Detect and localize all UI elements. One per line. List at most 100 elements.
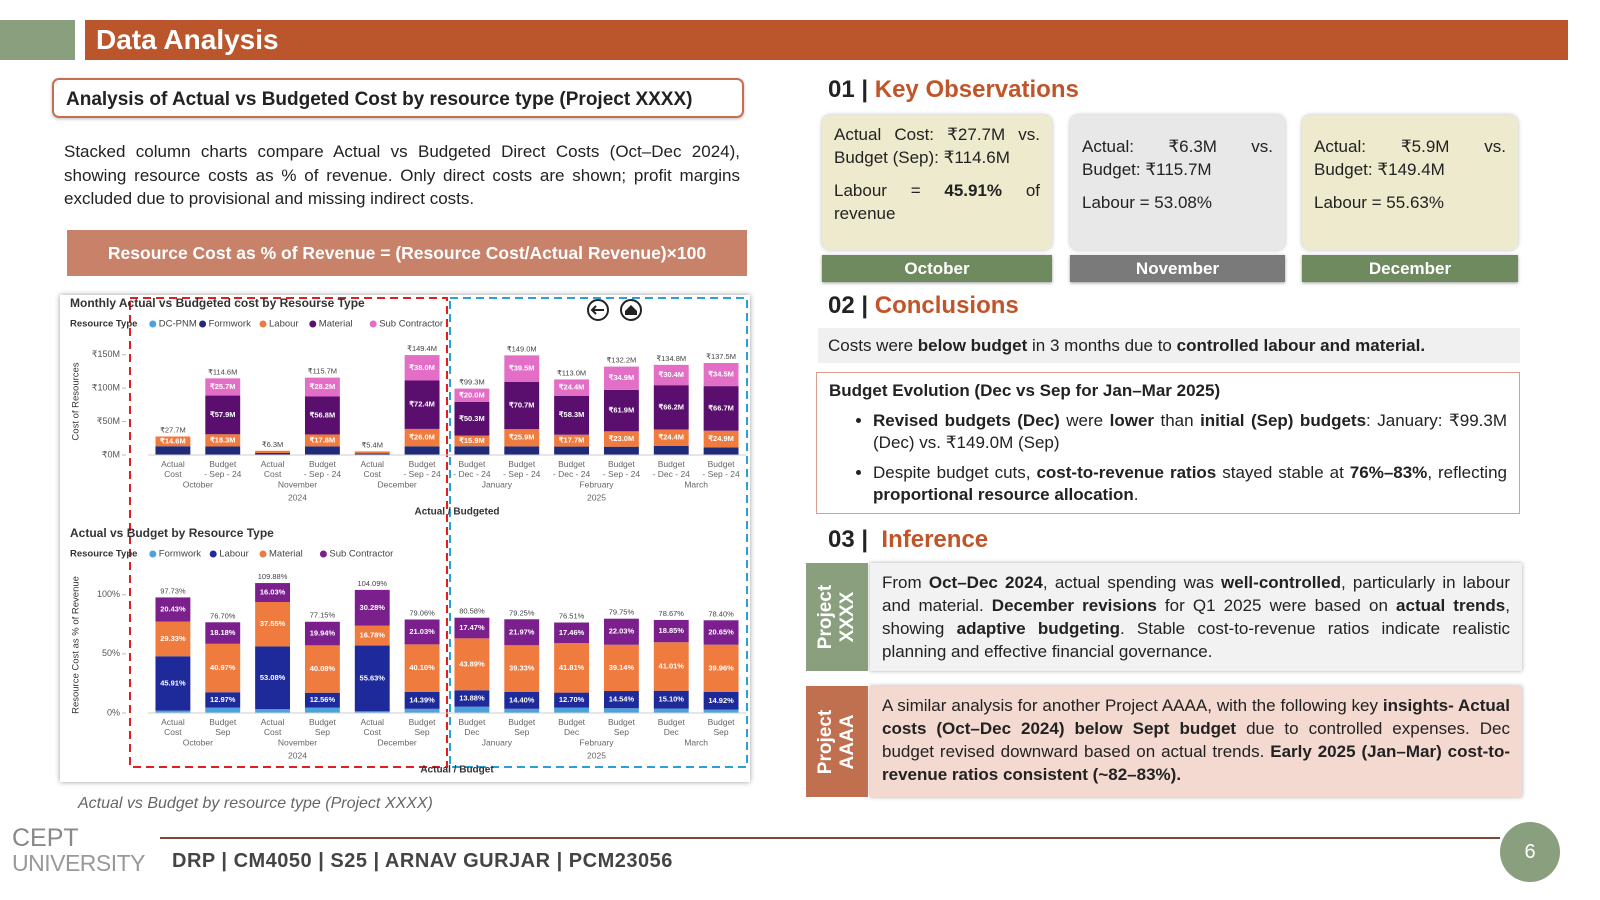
legend-swatch: [259, 320, 267, 328]
text-run: Actual Cost: ₹27.7M vs. Budget (Sep): ₹1…: [834, 125, 1040, 167]
bar-segment: [653, 445, 689, 455]
bar-segment: [205, 378, 241, 396]
data-label: ₹50.3M: [459, 414, 485, 423]
month-label: November: [278, 737, 317, 747]
data-label: ₹30.4M: [658, 370, 684, 379]
total-label: ₹113.0M: [557, 368, 586, 377]
month-label: October: [183, 479, 213, 489]
bar-segment: [255, 583, 291, 603]
bar-segment: [554, 379, 590, 396]
total-label: ₹115.7M: [308, 367, 337, 376]
paragraph: Labour = 53.08%: [1082, 191, 1273, 214]
bar-segment: [255, 450, 291, 453]
text-run: 76%–83%: [1349, 463, 1428, 482]
section-title: Inference: [881, 526, 989, 553]
bar-segment: [454, 388, 490, 402]
legend-label: Material: [319, 319, 353, 330]
text-run: Labour = 55.63%: [1314, 193, 1444, 212]
month-label: December: [378, 737, 417, 747]
back-icon[interactable]: [587, 299, 609, 321]
text-run: From: [882, 573, 929, 592]
section-number: 03 |: [828, 526, 869, 553]
total-label: 79.75%: [609, 608, 635, 617]
data-label: ₹20.0M: [459, 390, 485, 399]
legend-swatch: [149, 320, 157, 328]
text-run: 45.91%: [944, 181, 1003, 200]
x-tick-label: Actual Cost: [360, 459, 384, 479]
data-label: 14.92%: [708, 696, 734, 705]
bar-segment: [155, 436, 191, 447]
inference-text: A similar analysis for another Project A…: [870, 686, 1522, 797]
bar-segment: [205, 622, 241, 644]
month-label: December: [1302, 255, 1518, 282]
paragraph: Actual Cost: ₹27.7M vs. Budget (Sep): ₹1…: [834, 123, 1040, 169]
bar-segment: [454, 638, 490, 691]
data-label: 41.81%: [559, 663, 585, 672]
formula: Resource Cost as % of Revenue = (Resourc…: [67, 230, 747, 276]
bar-segment: [603, 389, 639, 432]
total-label: ₹6.3M: [262, 440, 283, 449]
text-run: . Stable cost-to-revenue ratios indicate…: [882, 619, 1510, 661]
bar-segment: [653, 619, 689, 643]
header-accent: [0, 20, 75, 60]
total-label: 77.15%: [310, 611, 336, 620]
legend-label: DC-PNM: [159, 319, 197, 330]
text-run: , actual spending was: [1042, 573, 1222, 592]
data-label: ₹17.7M: [559, 436, 585, 445]
text-run: December revisions: [991, 596, 1157, 615]
bar-segment: [404, 691, 440, 709]
data-label: ₹56.8M: [310, 410, 336, 419]
month-label: October: [822, 255, 1052, 282]
y-tick-label: ₹100M: [92, 383, 120, 393]
page-number: 6: [1500, 822, 1560, 882]
y-tick-label: ₹150M: [92, 349, 120, 359]
total-label: ₹132.2M: [607, 356, 637, 365]
bar-segment: [404, 619, 440, 645]
month-label: December: [378, 479, 417, 489]
x-tick-label: Budget - Sep - 24: [403, 459, 441, 479]
data-label: 45.91%: [160, 678, 186, 687]
home-icon[interactable]: [620, 299, 642, 321]
total-label: ₹5.4M: [362, 440, 383, 449]
bar-segment: [653, 429, 689, 446]
bar-segment: [703, 620, 739, 645]
inference-text: From Oct–Dec 2024, actual spending was w…: [870, 563, 1522, 671]
data-label: ₹61.9M: [609, 406, 635, 415]
text-run: for Q1 2025 were based on: [1156, 596, 1397, 615]
x-tick-label: Budget Sep: [209, 717, 237, 737]
month-label: November: [278, 479, 317, 489]
data-label: ₹24.4M: [559, 383, 585, 392]
total-label: 104.09%: [357, 579, 387, 588]
text-run: Actual: ₹6.3M vs. Budget: ₹115.7M: [1082, 137, 1273, 179]
bar-segment: [504, 381, 540, 430]
bar-segment: [155, 446, 191, 455]
back-arrow: [590, 305, 604, 315]
data-label: 18.85%: [659, 626, 685, 635]
bar-segment: [205, 707, 241, 713]
text-run: : January: ₹99.3M (Dec) vs. ₹149.0M (Sep…: [873, 411, 1508, 452]
x-tick-label: Budget - Sep - 24: [702, 459, 740, 479]
caption: Actual vs Budget by resource type (Proje…: [78, 795, 433, 812]
legend-swatch: [149, 550, 157, 558]
total-label: 76.51%: [559, 612, 585, 621]
bar-segment: [255, 452, 291, 455]
bullet: Revised budgets (Dec) were lower than in…: [873, 410, 1507, 454]
total-label: ₹134.8M: [656, 354, 686, 363]
charts: Monthly Actual vs Budgeted cost by Resou…: [70, 296, 748, 776]
data-label: 40.10%: [409, 663, 435, 672]
data-label: 55.63%: [360, 673, 386, 682]
text-run: initial (Sep) budgets: [1200, 411, 1367, 430]
budget-title: Budget Evolution (Dec vs Sep for Jan–Mar…: [829, 381, 1221, 400]
x-tick-label: Budget - Sep - 24: [304, 459, 342, 479]
total-label: ₹99.3M: [459, 378, 485, 387]
bar-segment: [554, 692, 590, 708]
data-label: ₹26.0M: [409, 433, 435, 442]
bar-segment: [653, 385, 689, 430]
x-tick-label: Actual Cost: [261, 717, 285, 737]
legend-label: Material: [269, 549, 303, 560]
month-label: February: [579, 737, 614, 747]
legend-label: Formwork: [209, 319, 251, 330]
data-label: ₹66.7M: [708, 403, 734, 412]
section-number: 01 |: [828, 76, 869, 103]
bar-segment: [255, 709, 291, 713]
